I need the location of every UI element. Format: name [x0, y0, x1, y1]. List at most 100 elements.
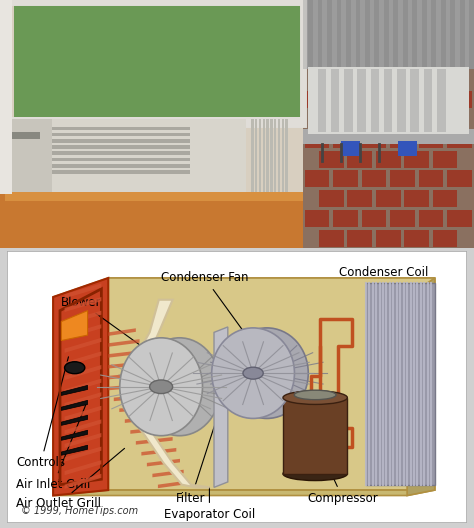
Bar	[408, 0, 412, 70]
Bar	[347, 190, 372, 207]
Bar	[376, 71, 401, 88]
Text: Air Inlet Grill: Air Inlet Grill	[16, 403, 91, 491]
Bar	[417, 0, 422, 70]
Bar	[270, 119, 273, 194]
Polygon shape	[125, 416, 165, 423]
Bar	[47, 157, 190, 161]
Polygon shape	[61, 416, 88, 426]
Bar	[259, 119, 261, 194]
Polygon shape	[108, 328, 136, 336]
Polygon shape	[64, 406, 101, 421]
Bar	[424, 70, 432, 131]
Polygon shape	[61, 430, 88, 440]
Bar	[47, 152, 190, 155]
Text: © 1999, HomeTips.com: © 1999, HomeTips.com	[21, 506, 138, 516]
Bar	[47, 145, 190, 149]
Bar	[398, 0, 403, 70]
Bar	[333, 91, 358, 108]
Bar	[14, 5, 303, 119]
Bar	[447, 171, 472, 187]
Bar	[447, 91, 472, 108]
Polygon shape	[64, 379, 101, 393]
Polygon shape	[141, 448, 176, 456]
Bar	[404, 71, 429, 88]
Bar	[433, 111, 457, 128]
Polygon shape	[61, 310, 88, 341]
Bar	[9, 119, 246, 194]
Bar	[384, 70, 392, 131]
Bar	[437, 70, 446, 131]
Bar	[433, 150, 457, 167]
Polygon shape	[158, 480, 187, 488]
Polygon shape	[108, 339, 139, 347]
Bar	[347, 150, 372, 167]
Polygon shape	[114, 393, 158, 401]
Bar	[308, 67, 469, 134]
Text: Evaporator Coil: Evaporator Coil	[164, 487, 255, 521]
Bar	[303, 0, 308, 70]
Bar	[319, 230, 344, 247]
Bar	[419, 91, 443, 108]
Polygon shape	[64, 324, 101, 339]
Text: Controls: Controls	[16, 357, 68, 469]
Bar	[376, 150, 401, 167]
Ellipse shape	[212, 328, 294, 418]
Bar	[47, 133, 190, 136]
Bar	[319, 190, 344, 207]
Bar	[333, 171, 358, 187]
Bar	[5, 192, 303, 201]
Polygon shape	[122, 300, 210, 487]
Bar	[47, 164, 190, 167]
Polygon shape	[64, 284, 101, 298]
Bar	[455, 0, 460, 70]
Bar	[0, 0, 303, 248]
Bar	[362, 131, 386, 148]
Bar	[285, 119, 288, 194]
Bar	[436, 0, 441, 70]
Polygon shape	[64, 365, 101, 380]
Bar	[357, 70, 366, 131]
Bar	[404, 111, 429, 128]
Bar	[447, 210, 472, 227]
Bar	[397, 70, 406, 131]
Ellipse shape	[283, 467, 347, 480]
Polygon shape	[147, 459, 180, 466]
Bar	[427, 0, 431, 70]
Bar	[389, 0, 393, 70]
Bar	[419, 171, 443, 187]
Bar	[318, 70, 326, 131]
Polygon shape	[64, 419, 101, 435]
Polygon shape	[214, 327, 228, 487]
Bar	[344, 70, 353, 131]
Bar	[319, 71, 344, 88]
Bar	[390, 91, 415, 108]
Circle shape	[64, 362, 85, 374]
Polygon shape	[108, 350, 143, 357]
Bar	[305, 91, 329, 108]
Bar	[447, 131, 472, 148]
Bar	[322, 0, 327, 70]
Polygon shape	[64, 297, 101, 312]
Bar	[419, 210, 443, 227]
Polygon shape	[136, 437, 173, 445]
Text: Condenser Fan: Condenser Fan	[161, 271, 248, 333]
Polygon shape	[119, 404, 162, 412]
Polygon shape	[108, 372, 151, 380]
Bar	[333, 210, 358, 227]
Bar	[433, 230, 457, 247]
Bar	[390, 131, 415, 148]
Text: Blower: Blower	[60, 296, 143, 347]
Bar	[319, 150, 344, 167]
Bar	[331, 70, 339, 131]
Polygon shape	[64, 352, 101, 366]
Bar	[404, 190, 429, 207]
Bar	[433, 71, 457, 88]
Polygon shape	[64, 460, 101, 475]
Bar	[347, 71, 372, 88]
Bar	[333, 131, 358, 148]
Bar	[362, 91, 386, 108]
Text: Filter: Filter	[176, 409, 220, 505]
Bar	[360, 0, 365, 70]
Bar	[347, 111, 372, 128]
Bar	[47, 139, 190, 143]
